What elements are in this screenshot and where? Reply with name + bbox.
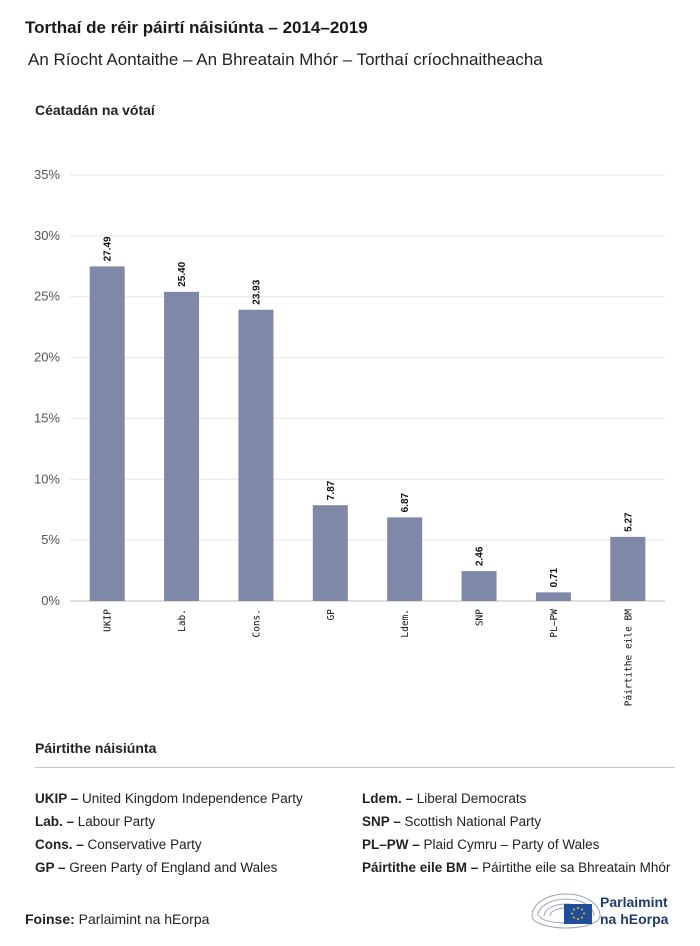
data-label: 23.93 bbox=[251, 279, 262, 304]
legend-item: Páirtithe eile BM – Páirtithe eile sa Bh… bbox=[362, 860, 671, 875]
bar bbox=[461, 571, 497, 601]
bar bbox=[535, 592, 571, 601]
bar bbox=[387, 517, 423, 601]
data-label: 27.49 bbox=[103, 236, 114, 261]
source-note: Foinse: Parlaimint na hEorpa bbox=[25, 911, 210, 927]
y-tick-label: 20% bbox=[34, 350, 60, 365]
page-subtitle: An Ríocht Aontaithe – An Bhreatain Mhór … bbox=[28, 50, 543, 69]
x-tick-label: UKIP bbox=[103, 609, 114, 632]
legend-title: Páirtithe náisiúnta bbox=[35, 740, 157, 756]
x-tick-label: Lab. bbox=[177, 609, 188, 632]
bar-chart: 0% 5% 10% 15% 20% 25% 30% 35% 27.49 UKIP 25.40 Lab.… bbox=[34, 167, 665, 707]
legend-item: Lab. – Labour Party bbox=[35, 814, 156, 829]
x-tick-label: PL–PW bbox=[549, 609, 560, 638]
y-axis-label: Céatadán na vótaí bbox=[35, 102, 155, 118]
legend-item: PL–PW – Plaid Cymru – Party of Wales bbox=[362, 837, 600, 852]
legend-column-left: UKIP – United Kingdom Independence Party… bbox=[35, 787, 303, 879]
data-label: 2.46 bbox=[475, 546, 486, 566]
y-tick-label: 5% bbox=[41, 532, 60, 547]
data-label: 25.40 bbox=[177, 261, 188, 286]
y-tick-label: 0% bbox=[41, 593, 60, 608]
logo-text: Parlaimint na hEorpa bbox=[600, 894, 669, 927]
bar bbox=[89, 266, 125, 601]
x-tick-label: Ldem. bbox=[400, 609, 411, 638]
y-tick-label: 25% bbox=[34, 289, 60, 304]
bar bbox=[238, 309, 274, 601]
x-tick-label: SNP bbox=[475, 609, 486, 626]
page-title: Torthaí de réir páirtí náisiúnta – 2014–… bbox=[25, 18, 368, 37]
data-label: 6.87 bbox=[400, 492, 411, 512]
y-tick-label: 35% bbox=[34, 167, 60, 182]
legend-item: SNP – Scottish National Party bbox=[362, 814, 542, 829]
data-label: 0.71 bbox=[549, 567, 560, 587]
bar bbox=[610, 536, 646, 601]
legend-item: GP – Green Party of England and Wales bbox=[35, 860, 278, 875]
bar bbox=[312, 505, 348, 601]
bar bbox=[164, 291, 200, 601]
legend-item: Cons. – Conservative Party bbox=[35, 837, 202, 852]
x-tick-label: Páirtithe eile BM bbox=[623, 609, 634, 707]
x-tick-label: Cons. bbox=[251, 609, 262, 638]
y-tick-label: 30% bbox=[34, 228, 60, 243]
x-tick-label: GP bbox=[326, 609, 337, 621]
parliament-logo-icon bbox=[531, 893, 601, 929]
legend-item: UKIP – United Kingdom Independence Party bbox=[35, 791, 303, 806]
data-label: 7.87 bbox=[326, 480, 337, 500]
legend-item: Ldem. – Liberal Democrats bbox=[362, 791, 527, 806]
legend-divider bbox=[35, 767, 675, 768]
y-tick-label: 15% bbox=[34, 410, 60, 425]
data-label: 5.27 bbox=[623, 512, 634, 532]
legend-column-right: Ldem. – Liberal Democrats SNP – Scottish… bbox=[362, 787, 670, 879]
y-tick-label: 10% bbox=[34, 471, 60, 486]
